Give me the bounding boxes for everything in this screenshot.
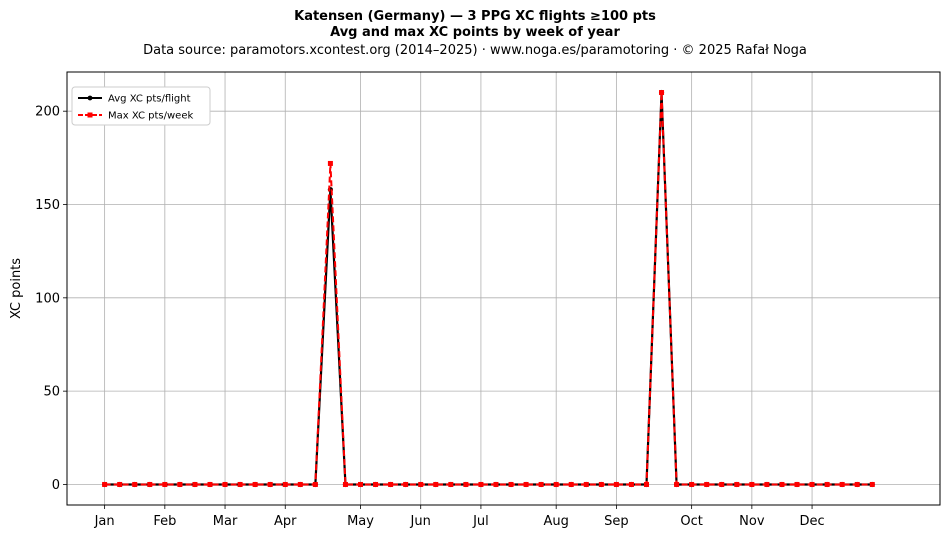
data-point (252, 481, 258, 487)
x-tick-label: Aug (543, 514, 568, 529)
data-point (102, 481, 108, 487)
data-point (177, 481, 183, 487)
data-point (222, 481, 228, 487)
data-point (493, 481, 499, 487)
data-point (809, 481, 815, 487)
data-point (342, 481, 348, 487)
data-point (448, 481, 454, 487)
data-point (568, 481, 574, 487)
data-point (779, 481, 785, 487)
data-point (598, 481, 604, 487)
data-point (312, 481, 318, 487)
data-point (403, 481, 409, 487)
data-point (207, 481, 213, 487)
data-point (583, 481, 589, 487)
data-point (463, 481, 469, 487)
data-point (794, 481, 800, 487)
y-tick-label: 0 (52, 478, 60, 493)
data-point (373, 481, 379, 487)
legend-marker (87, 112, 93, 118)
data-point (508, 481, 514, 487)
chart-subtitle: Avg and max XC points by week of year (330, 25, 620, 40)
data-point (674, 481, 680, 487)
y-tick-label: 200 (35, 105, 60, 120)
x-tick-label: Dec (799, 514, 824, 529)
legend-marker (87, 95, 93, 101)
data-point (869, 481, 875, 487)
data-point (613, 481, 619, 487)
series-max (102, 90, 875, 487)
data-point (704, 481, 710, 487)
axes: Jan Feb Mar Apr May Jun Jul Aug Sep Oct Nov Dec 0 50 1… (35, 105, 824, 529)
data-point (237, 481, 243, 487)
data-point (538, 481, 544, 487)
legend-item: Max XC pts/week (78, 111, 193, 122)
data-point (433, 481, 439, 487)
x-tick-label: Jun (410, 514, 431, 529)
data-point (117, 481, 123, 487)
y-axis-label: XC points (9, 258, 24, 319)
y-tick-label: 150 (35, 198, 60, 213)
data-point (839, 481, 845, 487)
legend-label: Avg XC pts/flight (108, 94, 191, 105)
data-point (628, 481, 634, 487)
plot-frame (66, 71, 941, 506)
data-point (358, 481, 364, 487)
data-point (854, 481, 860, 487)
x-tick-label: Apr (274, 514, 297, 529)
chart-title: Katensen (Germany) — 3 PPG XC flights ≥1… (294, 9, 656, 24)
data-point (147, 481, 153, 487)
data-source-line: Data source: paramotors.xcontest.org (20… (143, 43, 807, 58)
data-point (297, 481, 303, 487)
data-point (764, 481, 770, 487)
data-point (478, 481, 484, 487)
data-point (388, 481, 394, 487)
x-tick-label: Oct (680, 514, 702, 529)
series-line (104, 91, 873, 486)
series-line (104, 91, 873, 486)
grid (67, 72, 940, 505)
data-point (689, 481, 695, 487)
x-tick-label: Feb (153, 514, 176, 529)
x-tick-label: Sep (604, 514, 629, 529)
data-point (553, 481, 559, 487)
legend-box (71, 86, 211, 126)
data-point (282, 481, 288, 487)
data-point (327, 160, 333, 166)
data-point (824, 481, 830, 487)
data-point (267, 481, 273, 487)
x-tick-label: May (347, 514, 374, 529)
data-point (659, 90, 665, 96)
data-point (192, 481, 198, 487)
x-tick-label: Mar (213, 514, 238, 529)
x-tick-label: Jan (94, 514, 115, 529)
data-point (719, 481, 725, 487)
x-tick-label: Jul (472, 514, 489, 529)
data-point (418, 481, 424, 487)
series-layer (102, 89, 875, 488)
data-point (132, 481, 138, 487)
data-point (523, 481, 529, 487)
legend-label: Max XC pts/week (108, 111, 193, 122)
series-avg (102, 89, 875, 488)
x-tick-label: Nov (739, 514, 765, 529)
legend-item: Avg XC pts/flight (78, 94, 191, 105)
data-point (162, 481, 168, 487)
data-point (643, 481, 649, 487)
data-point (749, 481, 755, 487)
data-point (734, 481, 740, 487)
legend: Avg XC pts/flight Max XC pts/week (71, 86, 211, 126)
y-tick-label: 50 (43, 385, 60, 400)
y-tick-label: 100 (35, 291, 60, 306)
